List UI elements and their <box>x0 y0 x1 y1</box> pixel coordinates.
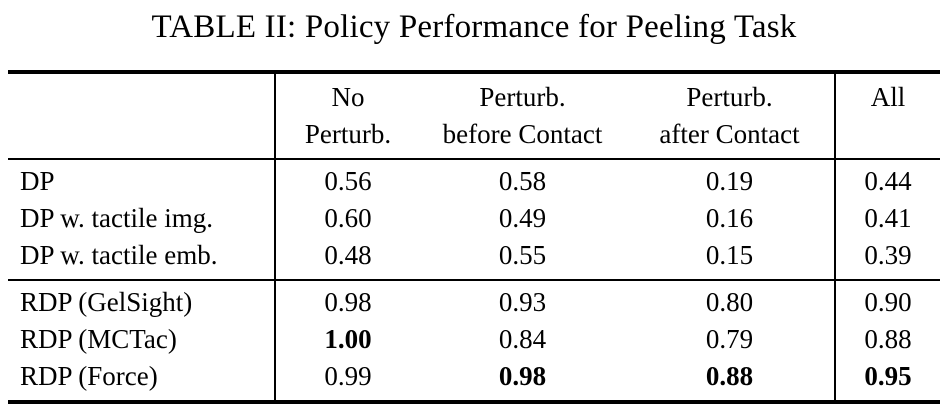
header-line1: No <box>331 82 365 112</box>
table-row-dp: DP 0.56 0.58 0.19 0.44 <box>8 159 940 200</box>
cell-value: 0.88 <box>834 321 940 358</box>
table-row-dp-tactile-emb: DP w. tactile emb. 0.48 0.55 0.15 0.39 <box>8 237 940 280</box>
header-line1: Perturb. <box>479 82 566 112</box>
header-line2: Perturb. <box>304 119 392 149</box>
column-header-no-perturb: No Perturb. <box>275 72 420 160</box>
cell-value: 0.56 <box>324 166 372 196</box>
cell-value: 0.79 <box>705 324 754 354</box>
cell-value: 0.49 <box>498 203 547 233</box>
header-line1: All <box>870 82 906 112</box>
cell-value: 0.48 <box>324 240 372 270</box>
cell-value: 0.84 <box>498 324 547 354</box>
cell-value: 0.41 <box>834 200 940 237</box>
cell-value: 1.00 <box>324 324 372 354</box>
table-header: No Perturb. Perturb. before Contact Pert… <box>8 72 940 160</box>
table-row-rdp-force: RDP (Force) 0.99 0.98 0.88 0.95 <box>8 358 940 402</box>
column-header-perturb-after-contact: Perturb. after Contact <box>625 72 835 160</box>
cell-value: 0.95 <box>834 358 940 402</box>
cell-value: 0.58 <box>498 166 547 196</box>
table-row-dp-tactile-img: DP w. tactile img. 0.60 0.49 0.16 0.41 <box>8 200 940 237</box>
table-row-rdp-gelsight: RDP (GelSight) 0.98 0.93 0.80 0.90 <box>8 280 940 321</box>
table-row-rdp-mctac: RDP (MCTac) 1.00 0.84 0.79 0.88 <box>8 321 940 358</box>
cell-value: 0.93 <box>498 287 547 317</box>
header-line2: before Contact <box>442 119 603 149</box>
cell-value: 0.19 <box>705 166 754 196</box>
row-label: RDP (Force) <box>8 358 276 402</box>
cell-value: 0.60 <box>324 203 372 233</box>
row-label: RDP (MCTac) <box>8 321 276 358</box>
row-label: DP <box>8 159 276 200</box>
cell-value: 0.98 <box>498 361 547 391</box>
cell-value: 0.16 <box>705 203 754 233</box>
cell-value: 0.15 <box>705 240 754 270</box>
row-label: DP w. tactile img. <box>8 200 276 237</box>
cell-value: 0.98 <box>324 287 372 317</box>
row-label: DP w. tactile emb. <box>8 237 276 280</box>
cell-value: 0.90 <box>834 280 940 321</box>
table-caption: TABLE II: Policy Performance for Peeling… <box>151 9 797 45</box>
header-line2: after Contact <box>659 119 800 149</box>
column-header-perturb-before-contact: Perturb. before Contact <box>420 72 625 160</box>
section-dp: DP 0.56 0.58 0.19 0.44 DP w. tactile img… <box>8 159 940 280</box>
section-rdp: RDP (GelSight) 0.98 0.93 0.80 0.90 RDP (… <box>8 280 940 402</box>
column-header-all: All <box>834 72 940 160</box>
cell-value: 0.99 <box>324 361 372 391</box>
header-line1: Perturb. <box>686 82 773 112</box>
column-header-empty <box>8 72 276 160</box>
policy-performance-table: No Perturb. Perturb. before Contact Pert… <box>8 70 940 404</box>
row-label: RDP (GelSight) <box>8 280 276 321</box>
cell-value: 0.88 <box>705 361 754 391</box>
header-row: No Perturb. Perturb. before Contact Pert… <box>8 72 940 160</box>
cell-value: 0.55 <box>498 240 547 270</box>
cell-value: 0.44 <box>834 159 940 200</box>
cell-value: 0.80 <box>705 287 754 317</box>
cell-value: 0.39 <box>834 237 940 280</box>
